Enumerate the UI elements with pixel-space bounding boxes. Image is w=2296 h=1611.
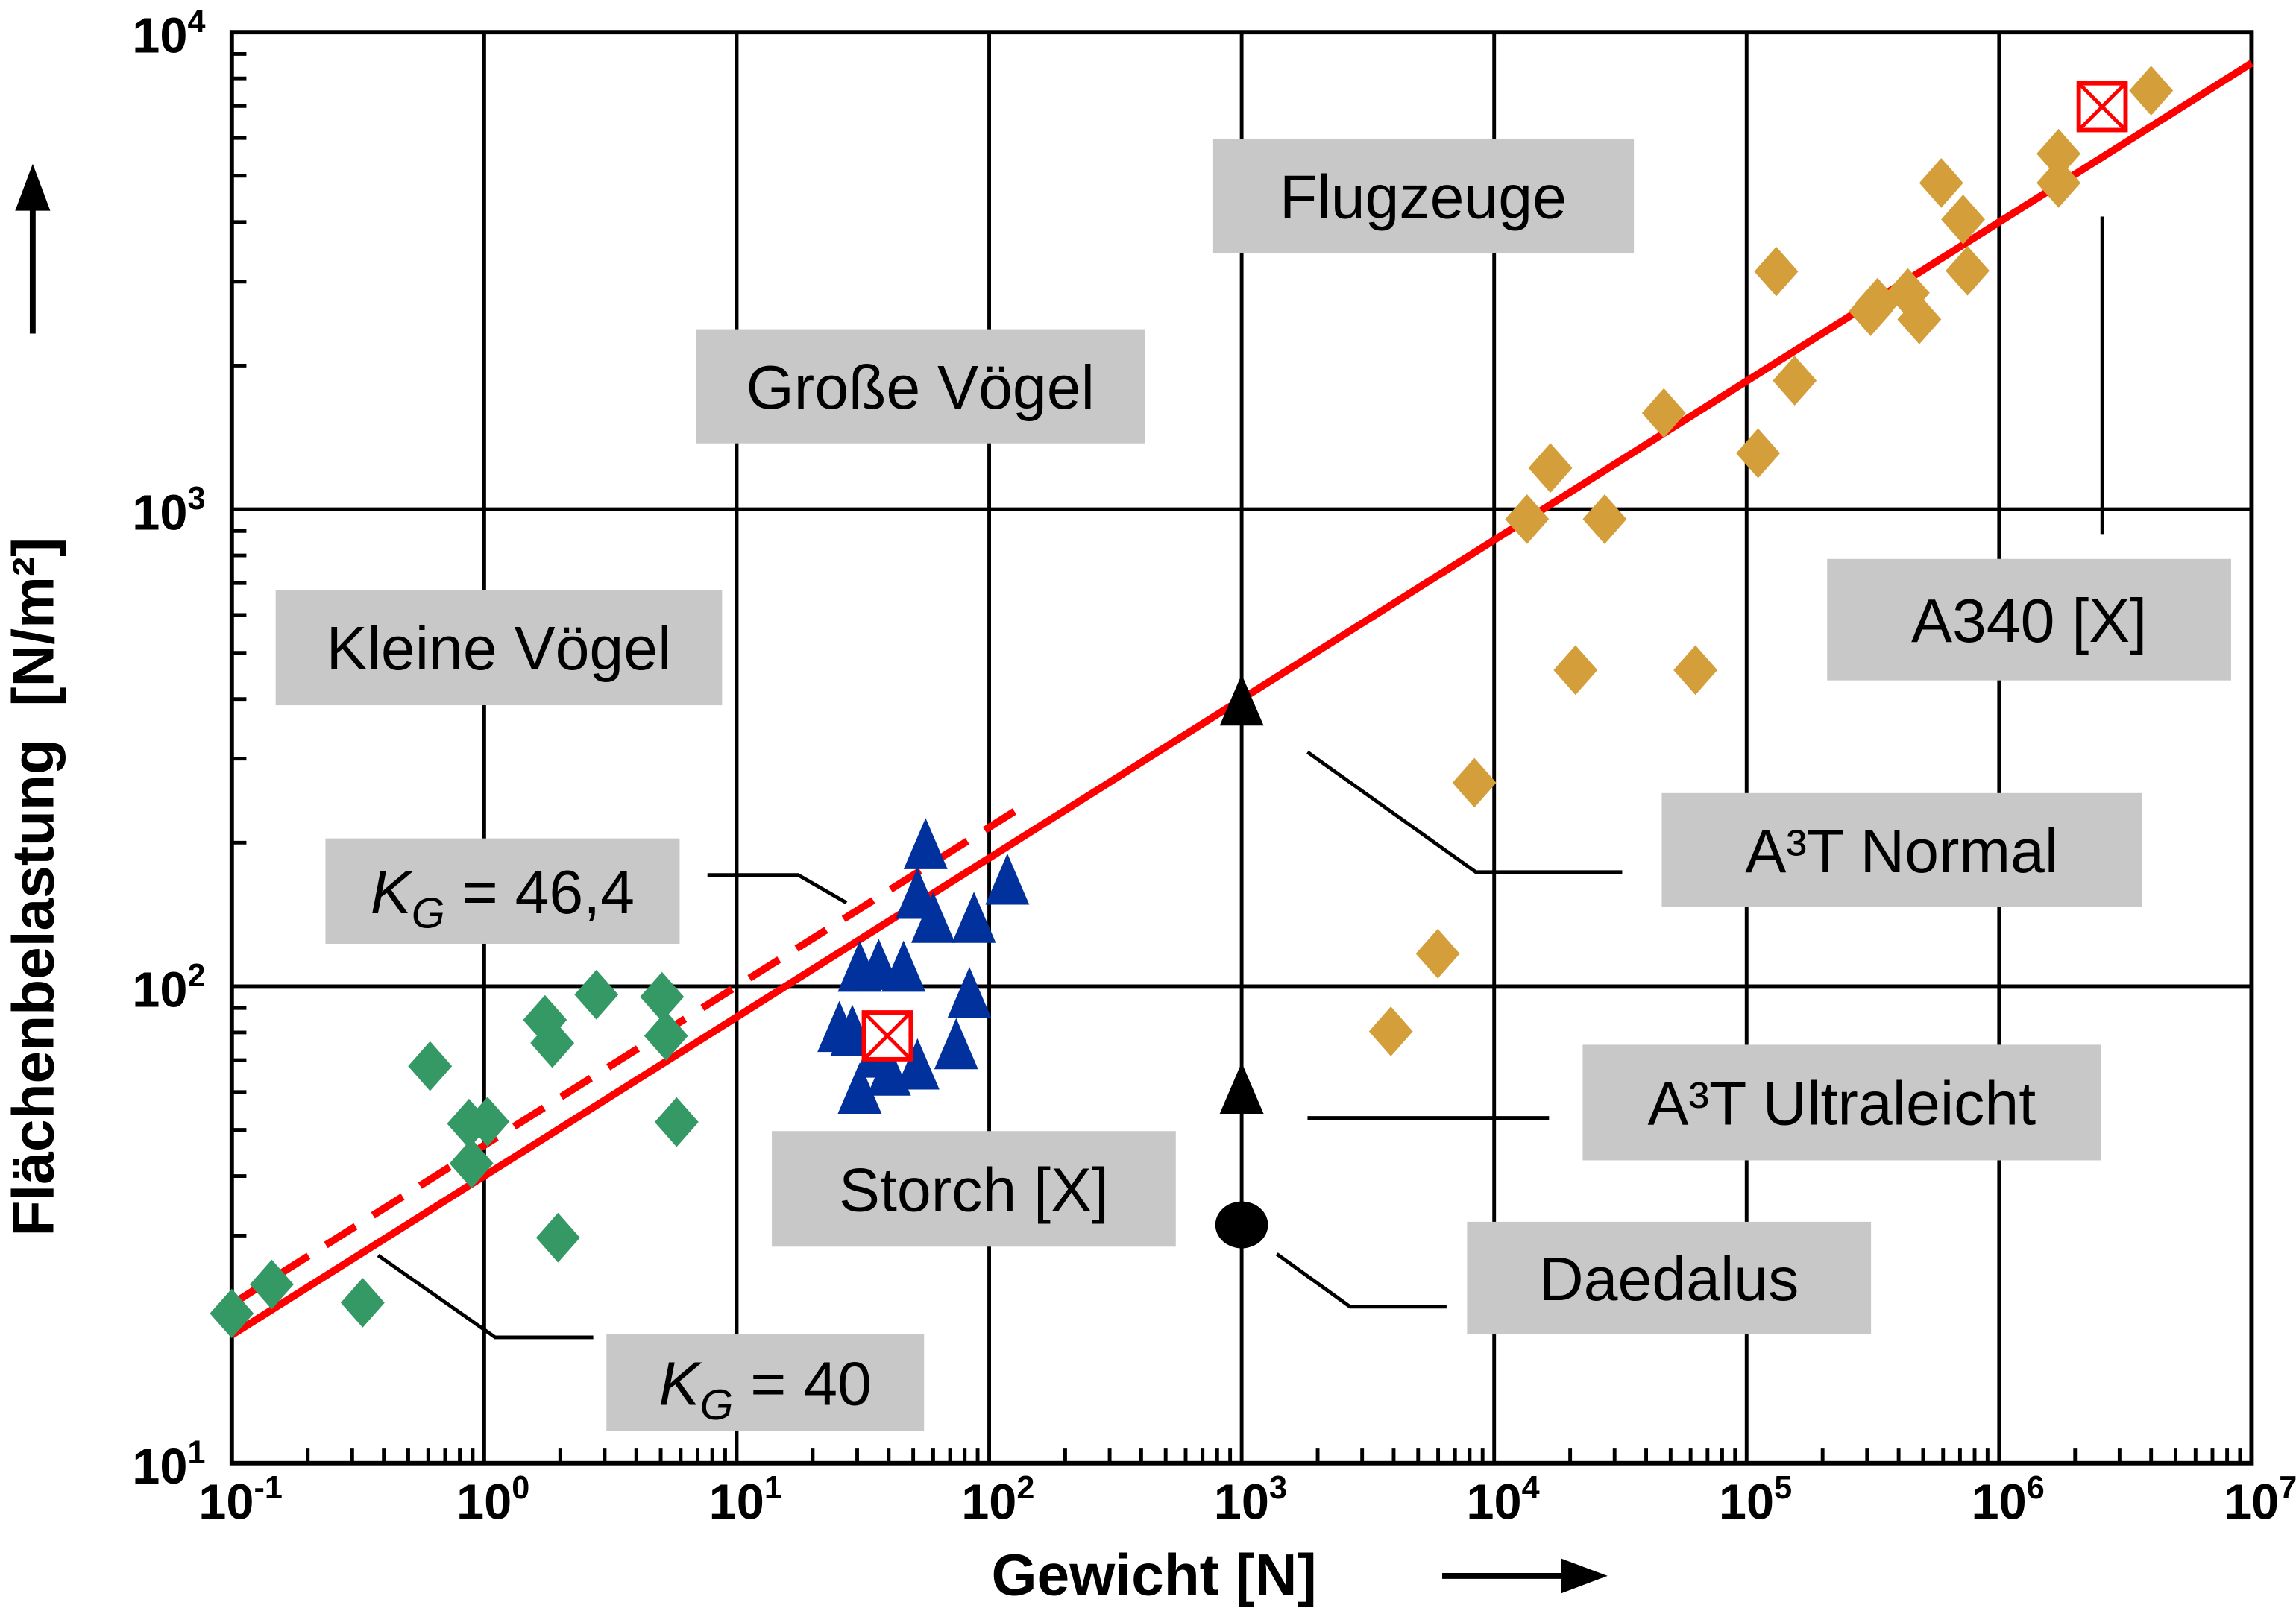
y-axis-arrow-icon (15, 163, 51, 334)
diamond-point (1368, 1006, 1413, 1056)
y-tick-label: 104 (132, 4, 205, 63)
flugzeuge-box (1212, 139, 1635, 253)
x-tick-label: 104 (1466, 1470, 1539, 1530)
axis-titles: Gewicht [N] Flächenbelastung [N/m²] (0, 163, 1608, 1607)
daedalus-label: Daedalus (1539, 1245, 1799, 1314)
diamond-point (1897, 294, 1942, 344)
diamond-point (1736, 428, 1781, 479)
tick-labels: 10-1 100 101 102 103 104 105 106 107 101 102 103 104 (132, 4, 2296, 1530)
grosse-voegel-label: Große Vögel (746, 353, 1095, 422)
x-tick-label: 100 (456, 1470, 529, 1530)
daedalus-box (1467, 1221, 1872, 1335)
daedalus-point (1215, 1201, 1268, 1249)
diamond-point (340, 1278, 385, 1328)
diamond-point (2036, 158, 2081, 208)
triangle-point (910, 892, 955, 943)
ticks (231, 52, 2242, 1463)
y-axis-title: Flächenbelastung [N/m²] (0, 537, 66, 1237)
diamond-point (1452, 757, 1497, 808)
a340-label: A340 [X] (1911, 587, 2147, 655)
diamond-point (1415, 928, 1460, 979)
triangle-point (985, 853, 1030, 905)
diamond-point (1773, 356, 1817, 406)
x-axis-arrow-icon (1442, 1558, 1608, 1594)
diamond-point (644, 1011, 688, 1061)
storch-label: Storch [X] (839, 1156, 1109, 1224)
diamond-point (1673, 645, 1718, 696)
diamond-point (1553, 645, 1598, 696)
y-tick-label: 103 (132, 481, 205, 540)
kg-46-4-label: KG = 46,4 (371, 858, 635, 938)
annotation-boxes: Flugzeuge Große Vögel Kleine Vögel A340 [X]… (275, 139, 2231, 1431)
y-tick-label: 102 (132, 958, 205, 1018)
x-tick-label: 101 (709, 1470, 782, 1530)
triangle-point (881, 940, 926, 992)
kleine-voegel-box (275, 589, 723, 706)
grosse-voegel-box (696, 329, 1145, 444)
a3t-normal-box (1661, 792, 2142, 907)
triangle-point (952, 892, 996, 943)
a3t-point (1219, 674, 1264, 726)
kg-46-4-box (325, 838, 680, 944)
diamond-point (574, 969, 619, 1020)
diamond-point (1849, 286, 1893, 336)
triangle-point (903, 818, 948, 869)
diamond-point (249, 1259, 294, 1310)
leader-line (707, 873, 848, 905)
fit-line (230, 806, 1020, 1308)
data-points (210, 66, 2174, 1339)
diamond-point (1941, 194, 1985, 245)
x-tick-label: 103 (1214, 1470, 1287, 1530)
a3t-point (1219, 1062, 1264, 1114)
diamond-point (2129, 66, 2174, 116)
storch-box (772, 1131, 1176, 1247)
triangle-point (895, 1038, 940, 1090)
x-tick-label: 107 (2224, 1470, 2296, 1530)
kg-40-label: KG = 40 (658, 1349, 871, 1429)
x-axis-title: Gewicht [N] (991, 1542, 1316, 1607)
flugzeuge-label: Flugzeuge (1280, 163, 1567, 232)
x-tick-label: 106 (1972, 1470, 2045, 1530)
x-tick-label: 105 (1719, 1470, 1792, 1530)
leader-line (1306, 750, 1623, 874)
diamond-point (1919, 158, 1963, 208)
a3t-normal-label: A³T Normal (1745, 817, 2058, 886)
leader-line (1275, 1252, 1447, 1309)
x-tick-label: 10-1 (198, 1470, 283, 1530)
x-tick-label: 102 (961, 1470, 1034, 1530)
triangle-point (934, 1018, 978, 1070)
diamond-point (1528, 443, 1573, 494)
a340-box (1827, 558, 2231, 681)
diamond-point (1505, 494, 1550, 544)
diamond-point (408, 1041, 453, 1091)
diamond-point (1582, 494, 1627, 544)
diamond-point (465, 1097, 510, 1147)
a3t-ultraleicht-box (1582, 1044, 2101, 1161)
diamond-point (1754, 246, 1799, 297)
diamond-point (535, 1212, 580, 1263)
diamond-point (449, 1138, 494, 1189)
diamond-point (530, 1018, 575, 1068)
triangle-point (947, 966, 992, 1018)
reference-x-stroke (862, 1011, 913, 1061)
diamond-point (210, 1288, 254, 1339)
diamond-point (654, 1097, 699, 1147)
kleine-voegel-label: Kleine Vögel (327, 614, 672, 683)
kg-40-box (606, 1334, 925, 1431)
diamond-point (1946, 245, 1990, 296)
diamond-point (2036, 128, 2081, 179)
leader-line (377, 1254, 594, 1340)
diamond-point (1641, 388, 1686, 438)
diamond-point (640, 971, 685, 1022)
leader-lines (377, 216, 2104, 1340)
reference-x-stroke (2077, 81, 2127, 132)
a3t-ultraleicht-label: A³T Ultraleicht (1648, 1070, 2036, 1138)
y-tick-label: 101 (132, 1435, 205, 1495)
triangle-point (837, 1062, 882, 1114)
